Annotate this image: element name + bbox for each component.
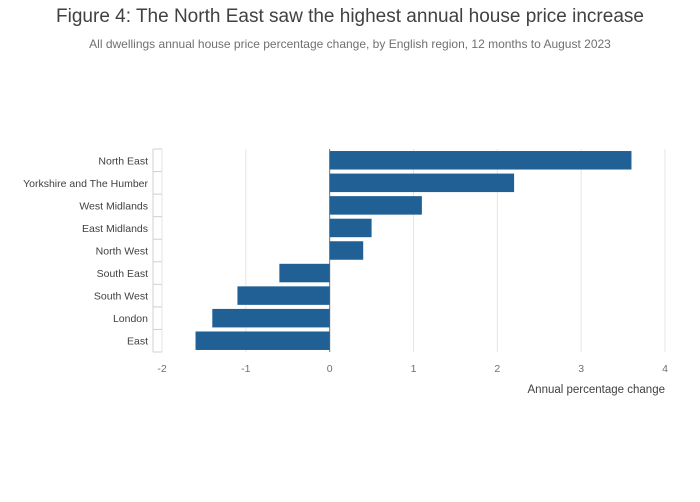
chart-title: Figure 4: The North East saw the highest… xyxy=(56,6,644,27)
y-category-label: North West xyxy=(96,246,148,258)
x-axis-title: Annual percentage change xyxy=(528,384,665,396)
x-tick-label: 0 xyxy=(327,363,333,375)
x-axis-ticks: -2 -1 0 1 2 3 4 xyxy=(157,363,668,375)
bars xyxy=(195,151,632,350)
y-category-label: South West xyxy=(94,291,148,303)
bar-east-midlands xyxy=(329,218,372,238)
bar-south-east xyxy=(279,263,330,283)
y-category-label: Yorkshire and The Humber xyxy=(23,178,148,190)
bar-north-east xyxy=(329,151,632,170)
x-tick-label: 1 xyxy=(411,363,417,375)
x-tick-label: 4 xyxy=(662,363,668,375)
y-category-label: East xyxy=(127,336,148,348)
y-category-label: South East xyxy=(97,268,148,280)
bar-london xyxy=(212,308,330,328)
bar-south-west xyxy=(237,286,330,305)
y-category-label: North East xyxy=(98,155,148,167)
y-category-label: West Midlands xyxy=(79,200,148,212)
x-tick-label: 2 xyxy=(494,363,500,375)
x-tick-label: -1 xyxy=(241,363,250,375)
x-tick-label: 3 xyxy=(578,363,584,375)
y-category-label: London xyxy=(113,313,148,325)
bar-yorkshire-and-the-humber xyxy=(329,173,515,193)
bar-east xyxy=(195,331,330,350)
x-tick-label: -2 xyxy=(157,363,166,375)
y-axis: North East Yorkshire and The Humber West M… xyxy=(23,148,162,353)
y-category-label: East Midlands xyxy=(82,223,148,235)
bar-north-west xyxy=(329,241,364,260)
bar-west-midlands xyxy=(329,196,422,215)
chart-subtitle: All dwellings annual house price percent… xyxy=(89,37,611,51)
